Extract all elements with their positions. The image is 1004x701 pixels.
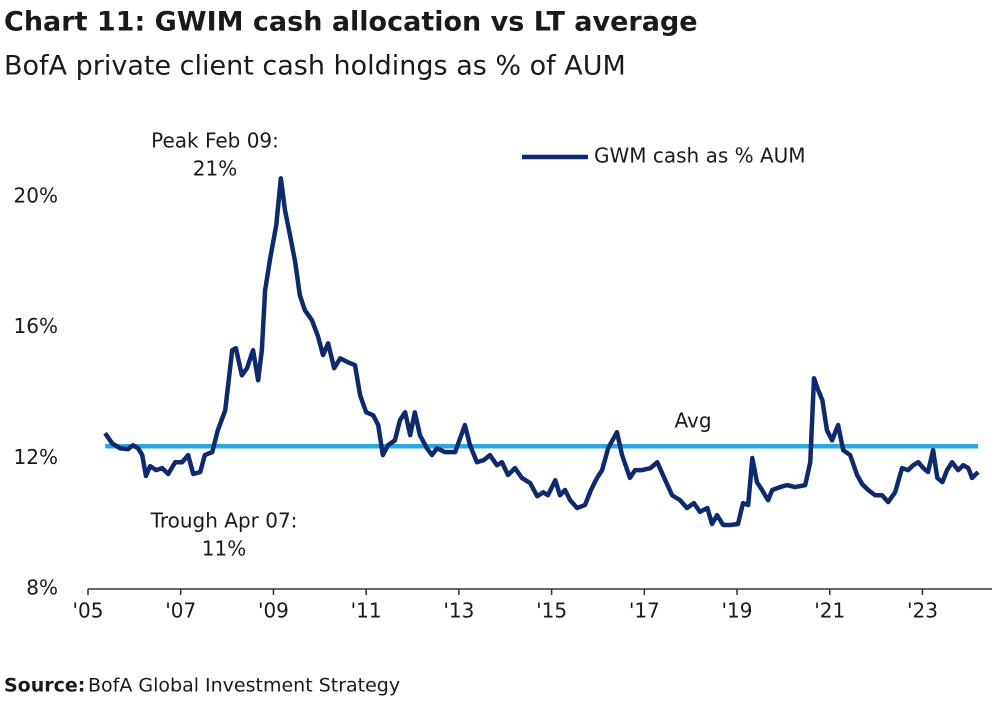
x-tick-label: '13: [443, 599, 474, 623]
y-tick-label: 8%: [26, 576, 58, 600]
chart-subtitle: BofA private client cash holdings as % o…: [4, 51, 626, 82]
annotation: Trough Apr 07:: [150, 509, 298, 533]
annotation: 21%: [193, 157, 237, 181]
x-tick-label: '07: [165, 599, 196, 623]
x-tick-label: '05: [73, 599, 104, 623]
x-tick-label: '23: [907, 599, 938, 623]
y-tick-label: 12%: [14, 445, 58, 469]
source-label: Source:: [4, 675, 85, 697]
legend-label: GWM cash as % AUM: [594, 144, 806, 168]
x-tick-label: '19: [722, 599, 753, 623]
chart-title: Chart 11: GWIM cash allocation vs LT ave…: [4, 7, 698, 38]
annotation: Peak Feb 09:: [151, 129, 279, 153]
x-tick-label: '21: [814, 599, 845, 623]
y-tick-label: 20%: [14, 184, 58, 208]
x-tick-label: '11: [351, 599, 382, 623]
source: BofA Global Investment Strategy: [88, 675, 400, 697]
y-tick-label: 16%: [14, 314, 58, 338]
average-label: Avg: [674, 409, 711, 433]
annotation: 11%: [202, 537, 246, 561]
x-tick-label: '09: [258, 599, 289, 623]
series-line: [103, 176, 980, 528]
x-tick-label: '17: [629, 599, 660, 623]
x-tick-label: '15: [536, 599, 567, 623]
